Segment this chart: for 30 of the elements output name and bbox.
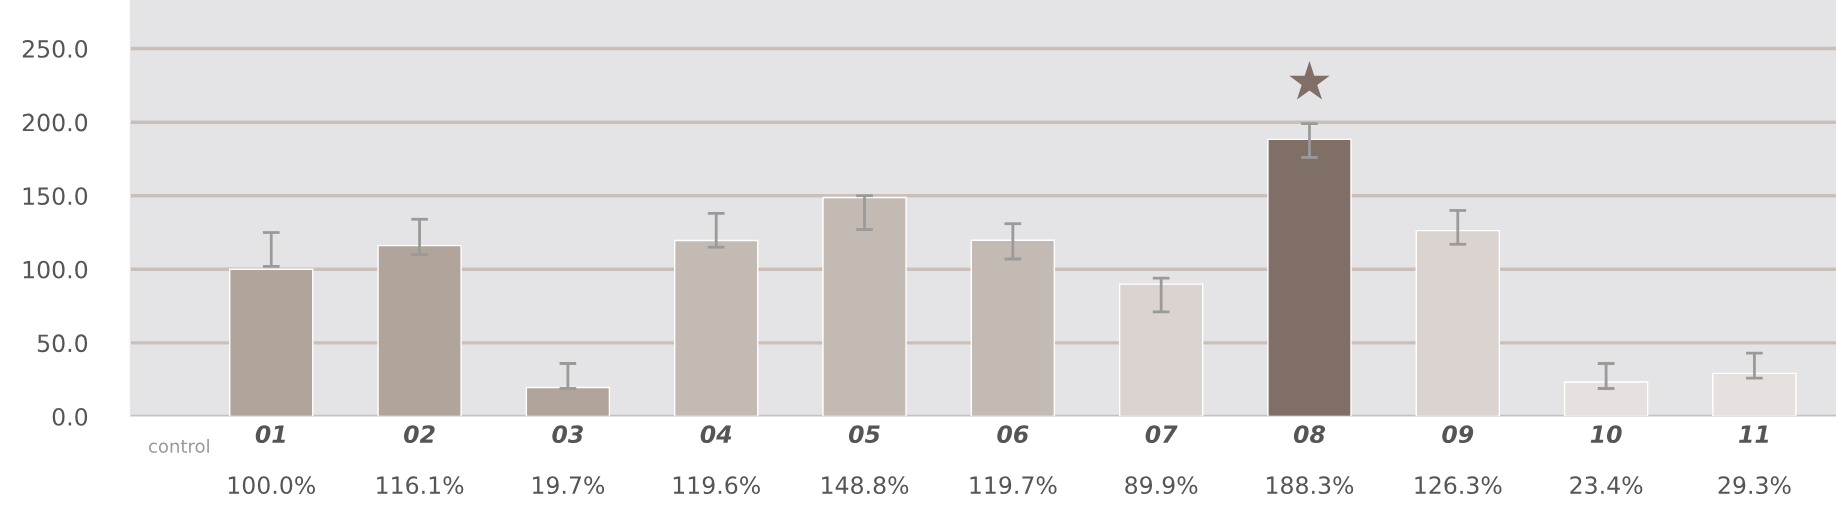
y-tick-label: 200.0 [22, 113, 88, 132]
x-tick-label: 03 [552, 425, 583, 444]
x-tick-label: 07 [1145, 425, 1178, 444]
x-tick-label: 08 [1293, 425, 1326, 444]
x-tick-label: 10 [1590, 425, 1622, 444]
y-tick-label: 250.0 [22, 40, 88, 58]
x-tick-label: 11 [1739, 425, 1769, 443]
y-tick-label: 100.0 [23, 260, 88, 279]
data-label: 119.7% [970, 476, 1057, 495]
data-label: 188.3% [1267, 476, 1354, 495]
data-label: 116.1% [377, 476, 464, 495]
x-tick-label: 04 [700, 425, 732, 444]
annotation: ★ [1289, 61, 1330, 100]
y-tick-label: 50.0 [37, 334, 88, 353]
data-label: 119.6% [673, 476, 760, 495]
y-tick-label: 0.0 [52, 407, 88, 426]
y-tick-label: 150.0 [23, 187, 88, 206]
x-tick-label: 02 [404, 425, 435, 444]
data-label: 23.4% [1570, 476, 1643, 495]
text: control [149, 438, 209, 453]
x-tick-label: 06 [997, 425, 1029, 444]
x-tick-label: 09 [1442, 425, 1474, 444]
data-label: 126.3% [1415, 476, 1502, 495]
data-label: 148.8% [822, 476, 909, 495]
x-tick-label: 05 [848, 425, 880, 444]
data-label: 29.3% [1718, 476, 1791, 495]
data-label: 100.0% [228, 476, 315, 495]
data-label: 19.7% [532, 476, 605, 495]
x-tick-label: 01 [255, 425, 285, 444]
data-label: 89.9% [1125, 476, 1198, 495]
